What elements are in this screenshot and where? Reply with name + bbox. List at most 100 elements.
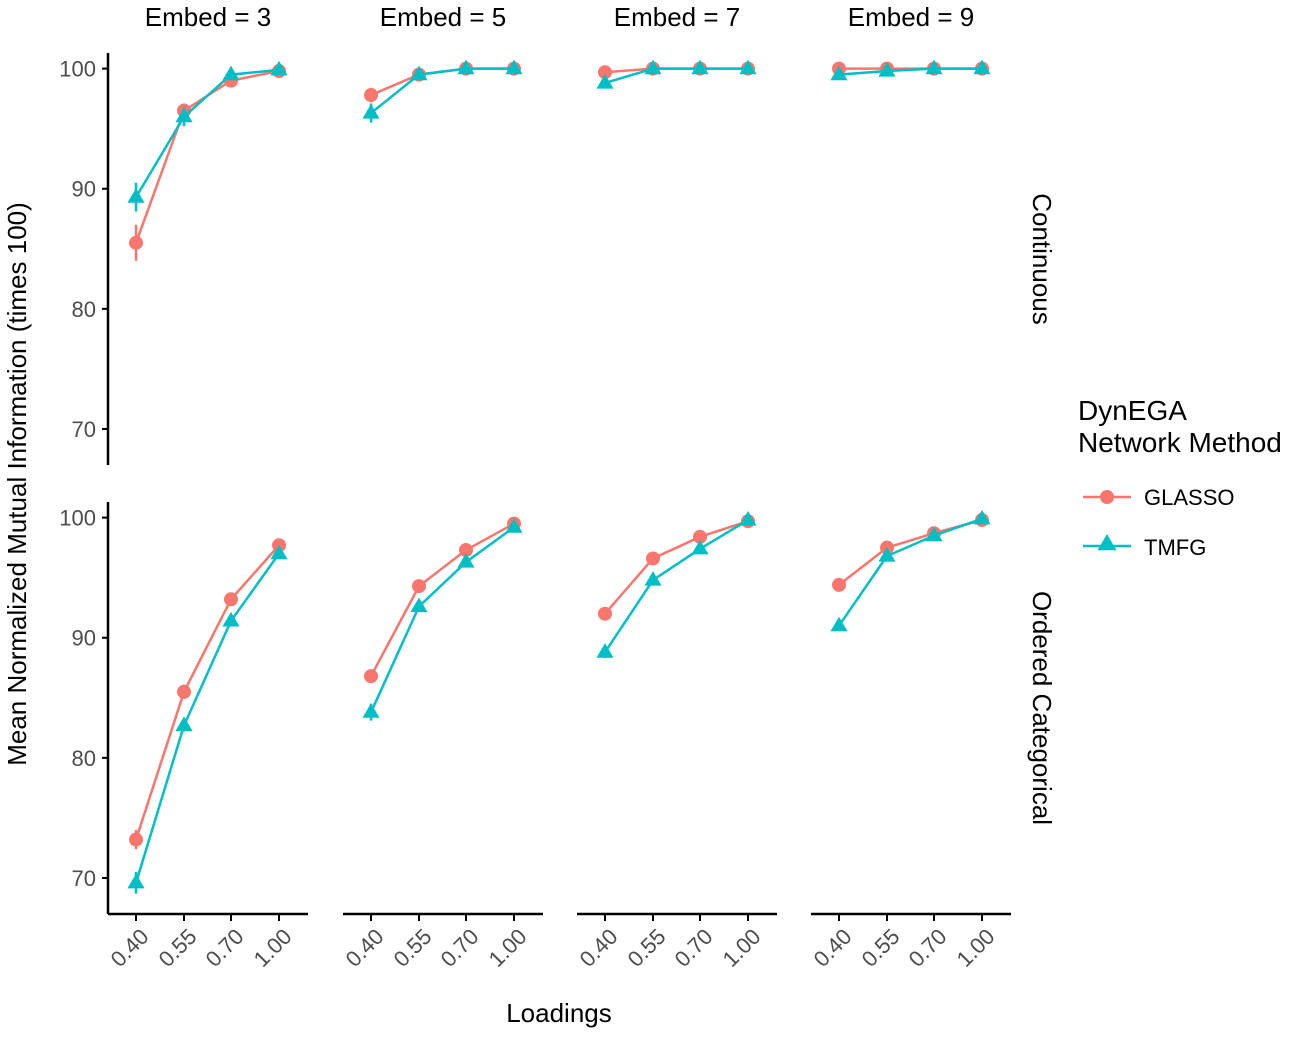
point-tmfg	[596, 643, 614, 658]
panel-r1-c1	[127, 60, 288, 261]
point-tmfg	[505, 59, 523, 75]
point-tmfg	[457, 59, 475, 75]
series-line-glasso	[838, 518, 983, 586]
point-glasso	[693, 529, 707, 544]
series-line-glasso	[369, 522, 515, 677]
panel-r2-c4	[830, 509, 991, 632]
point-tmfg	[222, 611, 240, 627]
point-tmfg	[410, 597, 428, 613]
point-tmfg	[270, 60, 288, 76]
x-tick-label: 1.00	[718, 924, 766, 972]
point-tmfg	[973, 509, 991, 525]
point-tmfg	[925, 526, 943, 542]
point-tmfg	[739, 511, 757, 526]
point-glasso	[412, 579, 426, 594]
point-glasso	[598, 65, 612, 80]
y-tick-label: 80	[72, 297, 96, 322]
strip-col-4: Embed = 9	[848, 2, 974, 32]
point-tmfg	[175, 716, 193, 731]
point-tmfg	[222, 65, 240, 81]
y-tick-label: 100	[59, 506, 96, 531]
x-tick-label: 0.55	[154, 924, 202, 972]
strip-col-2: Embed = 5	[380, 2, 506, 32]
point-tmfg	[505, 518, 523, 533]
x-tick-label: 0.40	[575, 924, 623, 972]
legend-keys	[1083, 490, 1131, 551]
y-tick-label: 90	[72, 626, 96, 651]
point-glasso	[459, 543, 473, 558]
point-tmfg	[270, 544, 288, 560]
y-tick-label: 70	[72, 417, 96, 442]
point-tmfg	[362, 104, 380, 119]
panel-r1-c3	[596, 59, 757, 89]
series-line-tmfg	[134, 68, 280, 198]
point-tmfg	[925, 59, 943, 75]
point-glasso	[177, 684, 191, 699]
x-tick-label: 1.00	[249, 924, 297, 972]
series-line-tmfg	[837, 517, 983, 627]
point-tmfg	[691, 59, 709, 75]
x-tick-label: 0.70	[436, 924, 484, 972]
x-tick-label: 0.40	[106, 924, 154, 972]
strip-col-1: Embed = 3	[145, 2, 271, 32]
x-axis-title: Loadings	[506, 998, 612, 1028]
series-line-tmfg	[603, 518, 749, 653]
point-tmfg	[878, 62, 896, 77]
series-line-tmfg	[838, 67, 982, 76]
point-tmfg	[175, 107, 193, 123]
point-tmfg	[410, 65, 428, 81]
point-glasso	[646, 551, 660, 566]
series-line-glasso	[604, 520, 749, 615]
x-tick-label: 0.40	[809, 924, 857, 972]
point-glasso	[832, 577, 846, 592]
point-tmfg	[830, 65, 848, 81]
panel-r1-c4	[830, 59, 991, 81]
x-tick-label: 0.70	[201, 924, 249, 972]
series-line-tmfg	[369, 526, 515, 713]
x-tick-label: 0.70	[670, 924, 718, 972]
y-tick-label: 100	[59, 57, 96, 82]
series-line-tmfg	[604, 67, 748, 85]
x-tick-label: 0.55	[623, 924, 671, 972]
legend: DynEGA Network Method GLASSO TMFG	[1078, 395, 1282, 560]
x-tick-label: 0.70	[904, 924, 952, 972]
point-glasso	[129, 235, 143, 250]
legend-title-line1: DynEGA	[1078, 395, 1187, 426]
panel-r1-c2	[362, 59, 523, 123]
point-tmfg	[127, 188, 145, 203]
legend-label-tmfg: TMFG	[1144, 535, 1206, 560]
point-tmfg	[878, 547, 896, 562]
y-axis-title: Mean Normalized Mutual Information (time…	[2, 202, 32, 766]
strip-row-1: Continuous	[1027, 193, 1057, 325]
point-glasso	[224, 592, 238, 607]
point-glasso	[129, 832, 143, 847]
y-tick-label: 70	[72, 866, 96, 891]
point-glasso	[364, 669, 378, 684]
x-tick-label: 1.00	[952, 924, 1000, 972]
point-tmfg	[830, 616, 848, 632]
point-tmfg	[362, 703, 380, 718]
point-tmfg	[596, 74, 614, 89]
x-tick-label: 0.55	[857, 924, 905, 972]
y-tick-label: 90	[72, 177, 96, 202]
strip-row-2: Ordered Categorical	[1027, 591, 1057, 825]
legend-key-point-glasso	[1100, 490, 1114, 504]
legend-title-line2: Network Method	[1078, 427, 1282, 458]
point-glasso	[598, 606, 612, 621]
point-tmfg	[739, 59, 757, 75]
point-tmfg	[127, 873, 145, 889]
point-tmfg	[644, 571, 662, 586]
point-tmfg	[973, 59, 991, 75]
series-line-glasso	[134, 544, 280, 840]
point-tmfg	[691, 539, 709, 555]
x-tick-label: 0.40	[341, 924, 389, 972]
y-tick-label: 80	[72, 746, 96, 771]
legend-key-point-tmfg	[1097, 534, 1117, 551]
point-glasso	[364, 88, 378, 103]
panel-r2-c3	[596, 511, 757, 659]
panel-r2-c2	[362, 516, 523, 721]
series-line-tmfg	[134, 552, 281, 884]
point-tmfg	[644, 59, 662, 75]
